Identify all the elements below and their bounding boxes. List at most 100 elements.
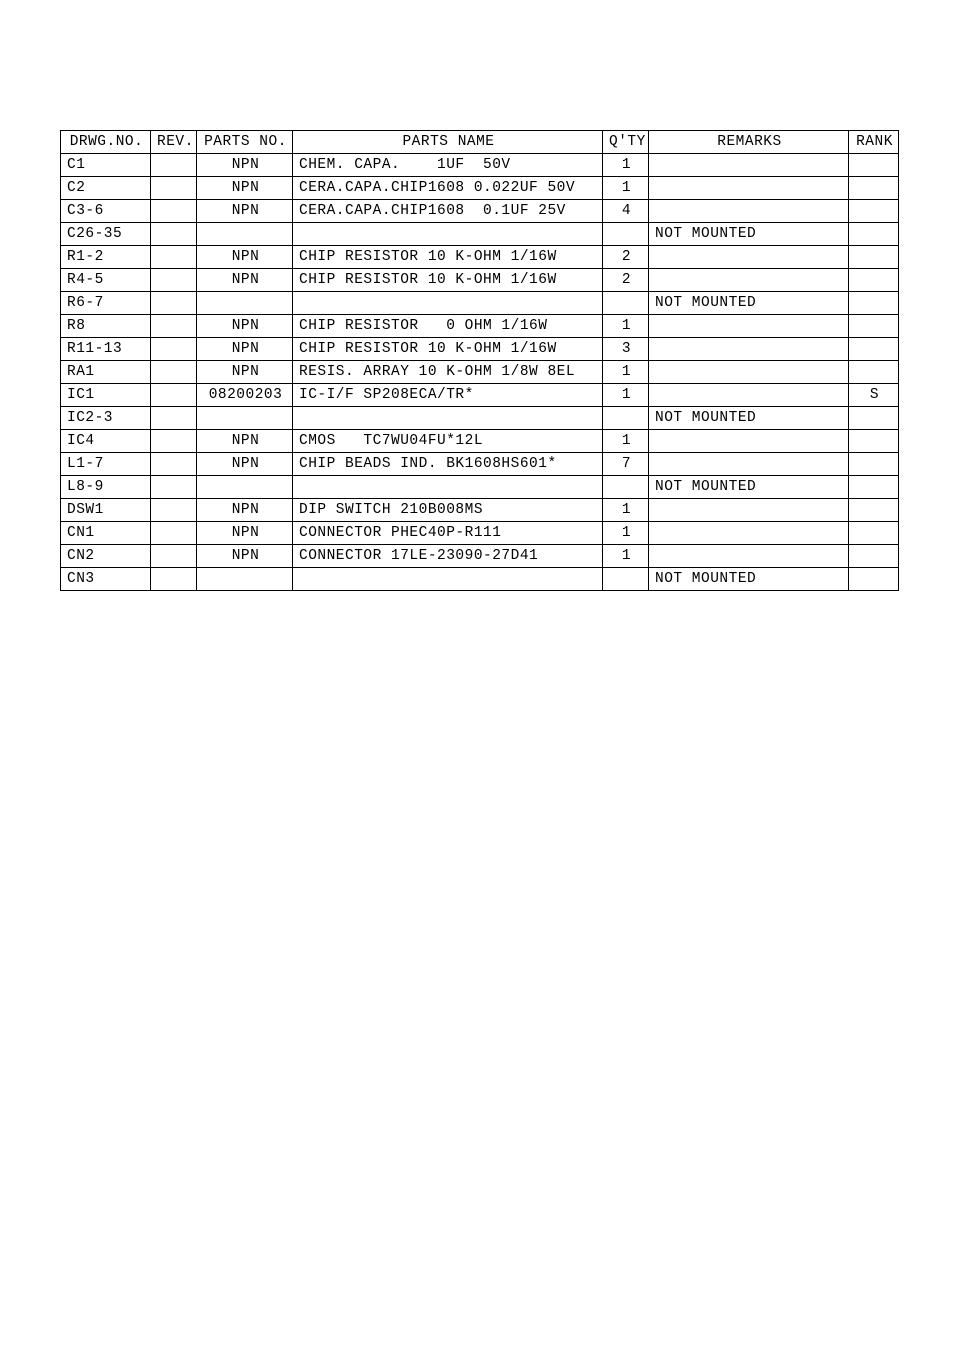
cell-remarks (649, 361, 849, 384)
cell-rank (849, 545, 899, 568)
cell-remarks (649, 315, 849, 338)
cell-drwg: R1-2 (61, 246, 151, 269)
cell-qty: 1 (603, 522, 649, 545)
cell-rank (849, 430, 899, 453)
table-row: R8NPNCHIP RESISTOR 0 OHM 1/16W1 (61, 315, 899, 338)
table-row: R4-5NPNCHIP RESISTOR 10 K-OHM 1/16W2 (61, 269, 899, 292)
cell-parts-name: CONNECTOR 17LE-23090-27D41 (293, 545, 603, 568)
cell-remarks (649, 384, 849, 407)
cell-parts-no: NPN (197, 453, 293, 476)
cell-drwg: IC1 (61, 384, 151, 407)
cell-drwg: C2 (61, 177, 151, 200)
cell-parts-name: CHIP RESISTOR 10 K-OHM 1/16W (293, 269, 603, 292)
cell-qty (603, 568, 649, 591)
cell-qty: 4 (603, 200, 649, 223)
cell-rev (151, 430, 197, 453)
cell-remarks: NOT MOUNTED (649, 292, 849, 315)
cell-rev (151, 177, 197, 200)
cell-parts-no: NPN (197, 177, 293, 200)
cell-qty: 2 (603, 269, 649, 292)
cell-rank (849, 154, 899, 177)
cell-parts-no: NPN (197, 246, 293, 269)
cell-remarks (649, 522, 849, 545)
table-row: CN1NPNCONNECTOR PHEC40P-R1111 (61, 522, 899, 545)
col-rank: RANK (849, 131, 899, 154)
cell-parts-name: IC-I/F SP208ECA/TR* (293, 384, 603, 407)
cell-remarks: NOT MOUNTED (649, 476, 849, 499)
cell-drwg: C26-35 (61, 223, 151, 246)
table-row: C26-35 NOT MOUNTED (61, 223, 899, 246)
cell-drwg: C3-6 (61, 200, 151, 223)
cell-qty: 2 (603, 246, 649, 269)
table-row: RA1NPNRESIS. ARRAY 10 K-OHM 1/8W 8EL1 (61, 361, 899, 384)
cell-remarks: NOT MOUNTED (649, 223, 849, 246)
cell-qty (603, 292, 649, 315)
cell-parts-no: NPN (197, 545, 293, 568)
cell-parts-name: CHEM. CAPA. 1UF 50V (293, 154, 603, 177)
cell-parts-name: RESIS. ARRAY 10 K-OHM 1/8W 8EL (293, 361, 603, 384)
cell-remarks (649, 154, 849, 177)
cell-parts-no: NPN (197, 522, 293, 545)
cell-rank (849, 223, 899, 246)
header-row: DRWG.NO. REV. PARTS NO. PARTS NAME Q'TY … (61, 131, 899, 154)
cell-rev (151, 269, 197, 292)
table-row: R6-7NOT MOUNTED (61, 292, 899, 315)
table-row: C2 NPNCERA.CAPA.CHIP1608 0.022UF 50V1 (61, 177, 899, 200)
cell-rev (151, 315, 197, 338)
cell-qty: 7 (603, 453, 649, 476)
cell-parts-no (197, 476, 293, 499)
table-row: IC108200203IC-I/F SP208ECA/TR*1S (61, 384, 899, 407)
cell-rev (151, 453, 197, 476)
cell-parts-name: CERA.CAPA.CHIP1608 0.022UF 50V (293, 177, 603, 200)
cell-rank (849, 269, 899, 292)
col-drwg: DRWG.NO. (61, 131, 151, 154)
cell-qty: 1 (603, 361, 649, 384)
cell-rev (151, 200, 197, 223)
table-row: R11-13NPNCHIP RESISTOR 10 K-OHM 1/16W3 (61, 338, 899, 361)
col-rev: REV. (151, 131, 197, 154)
cell-rev (151, 568, 197, 591)
col-parts-no: PARTS NO. (197, 131, 293, 154)
cell-qty (603, 476, 649, 499)
table-row: DSW1NPNDIP SWITCH 210B008MS1 (61, 499, 899, 522)
table-row: CN2NPNCONNECTOR 17LE-23090-27D411 (61, 545, 899, 568)
cell-remarks (649, 269, 849, 292)
cell-drwg: RA1 (61, 361, 151, 384)
col-qty: Q'TY (603, 131, 649, 154)
cell-drwg: CN3 (61, 568, 151, 591)
cell-remarks: NOT MOUNTED (649, 568, 849, 591)
cell-rank (849, 407, 899, 430)
cell-remarks (649, 246, 849, 269)
cell-rev (151, 246, 197, 269)
cell-qty: 1 (603, 430, 649, 453)
table-body: C1NPNCHEM. CAPA. 1UF 50V1C2NPNCERA.CAPA.… (61, 154, 899, 591)
cell-rank (849, 453, 899, 476)
cell-parts-name: CHIP RESISTOR 10 K-OHM 1/16W (293, 246, 603, 269)
table-head: DRWG.NO. REV. PARTS NO. PARTS NAME Q'TY … (61, 131, 899, 154)
cell-drwg: R8 (61, 315, 151, 338)
cell-remarks (649, 338, 849, 361)
cell-parts-no (197, 292, 293, 315)
cell-qty: 1 (603, 177, 649, 200)
cell-parts-name: CHIP RESISTOR 10 K-OHM 1/16W (293, 338, 603, 361)
cell-parts-no: NPN (197, 315, 293, 338)
cell-parts-name (293, 407, 603, 430)
cell-parts-name: CERA.CAPA.CHIP1608 0.1UF 25V (293, 200, 603, 223)
table-row: CN3 NOT MOUNTED (61, 568, 899, 591)
cell-rev (151, 338, 197, 361)
cell-qty: 1 (603, 384, 649, 407)
cell-rank (849, 361, 899, 384)
cell-rev (151, 545, 197, 568)
cell-qty: 1 (603, 154, 649, 177)
table-row: IC4NPNCMOS TC7WU04FU*12L1 (61, 430, 899, 453)
cell-remarks: NOT MOUNTED (649, 407, 849, 430)
table-row: R1-2 NPNCHIP RESISTOR 10 K-OHM 1/16W2 (61, 246, 899, 269)
cell-parts-name (293, 568, 603, 591)
cell-parts-no: NPN (197, 200, 293, 223)
cell-rev (151, 223, 197, 246)
col-parts-name: PARTS NAME (293, 131, 603, 154)
cell-rev (151, 154, 197, 177)
cell-parts-name (293, 292, 603, 315)
cell-parts-name: CONNECTOR PHEC40P-R111 (293, 522, 603, 545)
cell-remarks (649, 430, 849, 453)
